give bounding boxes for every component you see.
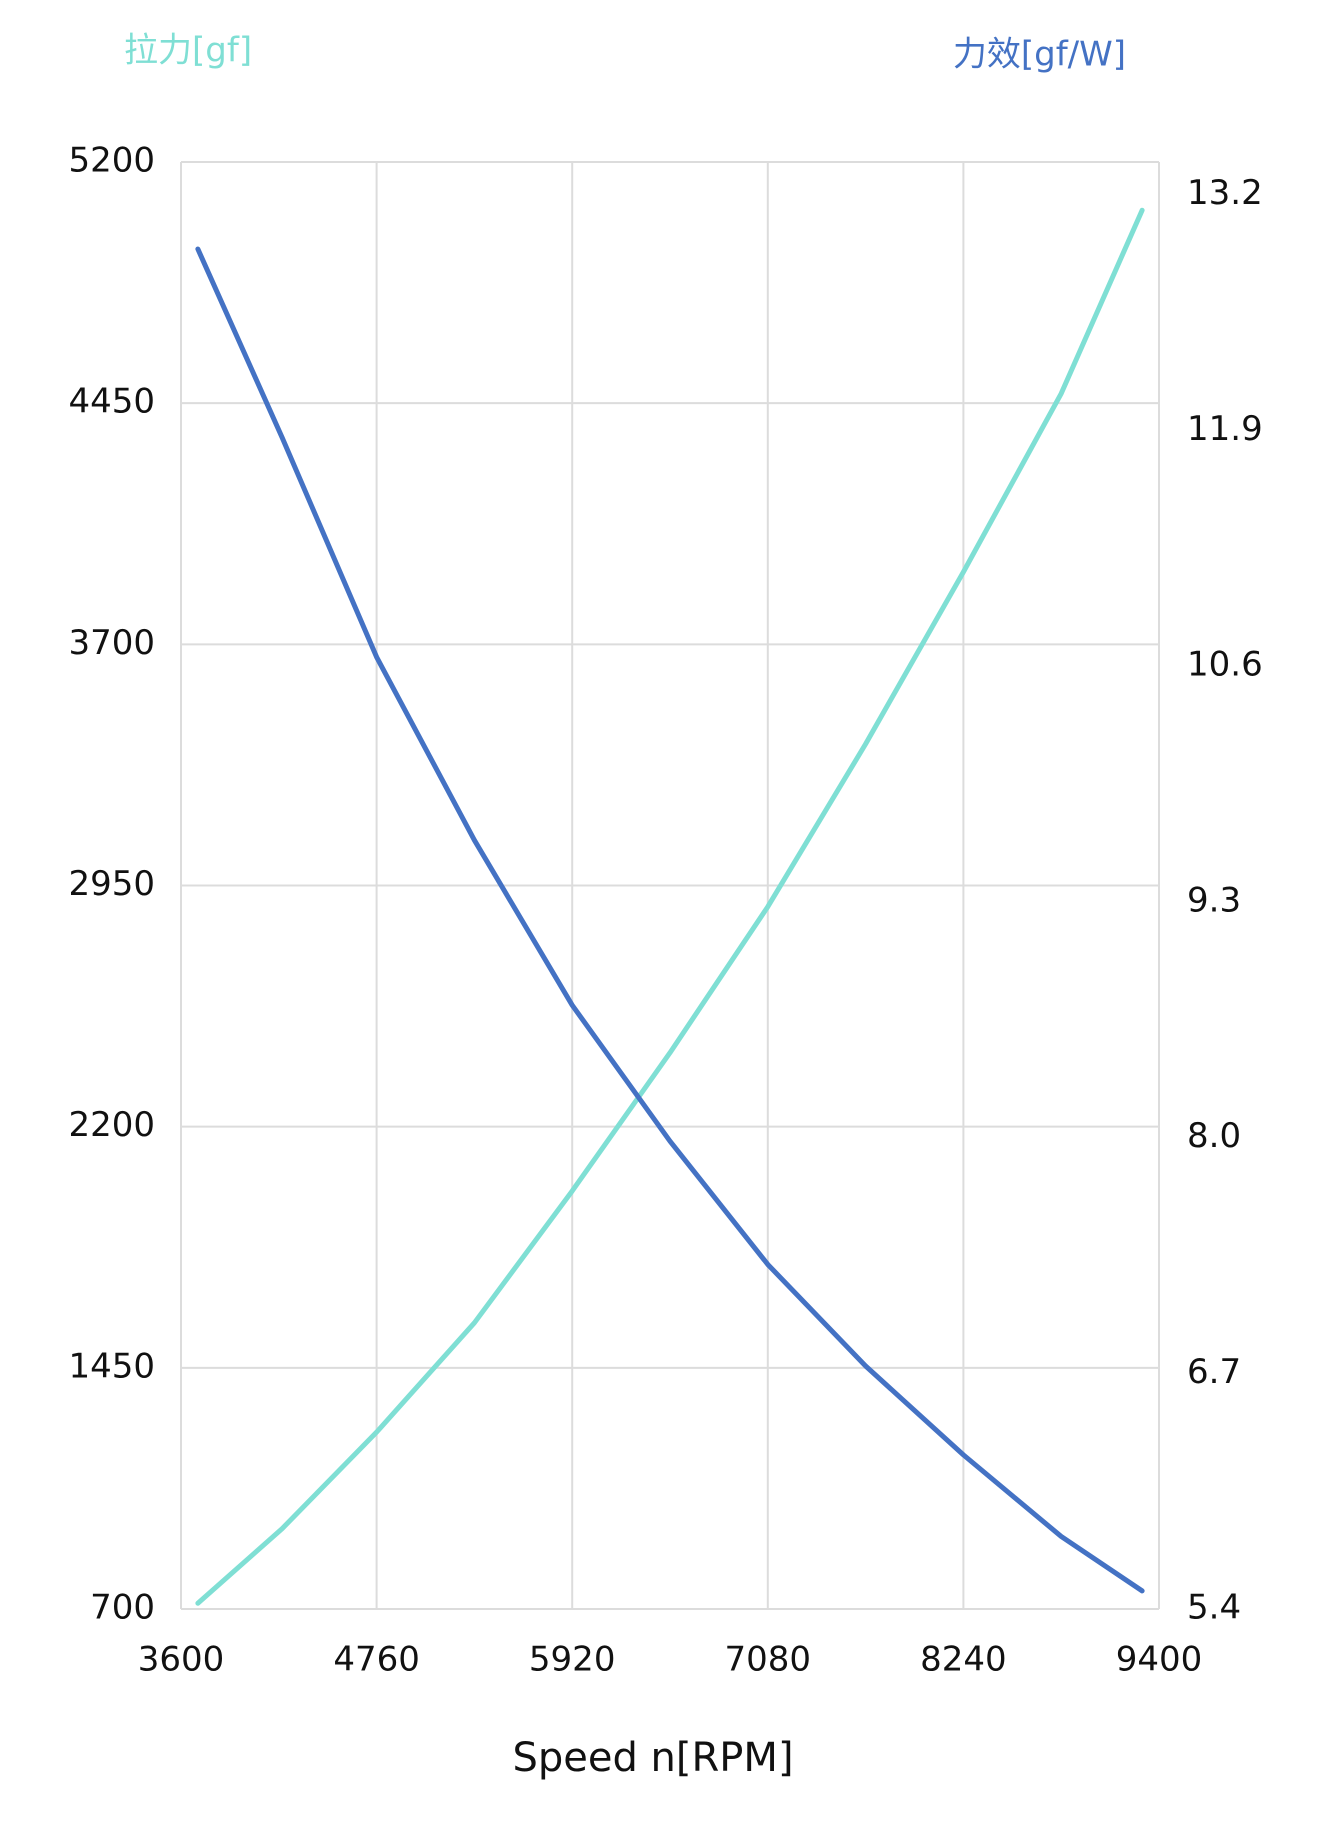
y-tick-label: 1450	[68, 1346, 155, 1386]
x-axis-title: Speed n[RPM]	[512, 1735, 793, 1781]
y-axis-title: 拉力[gf]	[124, 31, 252, 71]
x-tick-label: 9400	[1116, 1640, 1203, 1680]
y2-tick-label: 11.9	[1187, 409, 1263, 449]
y-tick-label: 2200	[68, 1105, 155, 1145]
y2-tick-label: 5.4	[1187, 1588, 1241, 1628]
y2-tick-label: 13.2	[1187, 173, 1263, 213]
line-series	[195, 246, 1145, 1594]
line-series	[195, 207, 1145, 1606]
x-tick-label: 3600	[138, 1640, 225, 1680]
x-tick-label: 5920	[529, 1640, 616, 1680]
y-tick-label: 2950	[68, 864, 155, 904]
y-tick-label: 5200	[68, 141, 155, 181]
y-tick-label: 700	[90, 1588, 155, 1628]
y2-tick-label: 10.6	[1187, 645, 1263, 685]
y-tick-label: 3700	[68, 623, 155, 663]
y2-tick-label: 9.3	[1187, 880, 1241, 920]
y-tick-label: 4450	[68, 382, 155, 422]
x-tick-label: 4760	[333, 1640, 420, 1680]
y2-tick-label: 8.0	[1187, 1116, 1241, 1156]
y2-axis-title: 力效[gf/W]	[953, 35, 1126, 75]
y2-tick-label: 6.7	[1187, 1352, 1241, 1392]
x-tick-label: 7080	[725, 1640, 812, 1680]
x-tick-label: 8240	[920, 1640, 1007, 1680]
